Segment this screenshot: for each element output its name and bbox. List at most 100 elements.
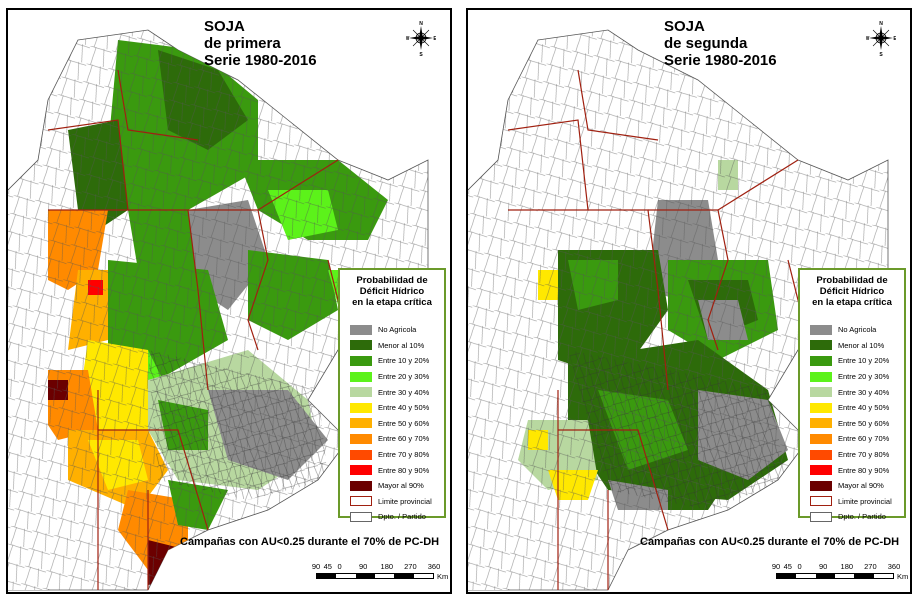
scale-tick-label: 0 <box>797 562 802 571</box>
legend-label: Entre 50 y 60% <box>378 418 430 428</box>
compass-e: E <box>433 36 436 42</box>
legend-item: Entre 60 y 70% <box>810 431 892 447</box>
title-crop: SOJA <box>204 18 245 35</box>
legend-label: Limite provincial <box>838 496 892 506</box>
map-title: SOJA de primera Serie 1980-2016 <box>204 18 317 69</box>
legend-swatch <box>350 355 372 366</box>
legend-label: No Agricola <box>838 325 877 335</box>
legend-item: Entre 20 y 30% <box>810 369 892 385</box>
compass-w: W <box>866 36 870 42</box>
compass-n: N <box>419 21 423 27</box>
scale-bar-graphic <box>776 573 894 579</box>
scale-tick-label: 270 <box>404 562 417 571</box>
legend-swatch <box>810 402 832 413</box>
legend-label: Mayor al 90% <box>838 481 884 491</box>
legend-item: Entre 30 y 40% <box>350 384 432 400</box>
scale-tick-label: 45 <box>783 562 792 571</box>
legend-label: Entre 70 y 80% <box>378 450 430 460</box>
legend-label: Entre 20 y 30% <box>378 372 430 382</box>
legend-swatch <box>810 387 832 398</box>
legend-swatch <box>810 511 832 522</box>
scale-bar: 90 45 0 90 180 270 360 Km <box>308 562 448 588</box>
legend-swatch <box>810 433 832 444</box>
scale-tick-label: 45 <box>323 562 332 571</box>
map-caption: Campañas con AU<0.25 durante el 70% de P… <box>180 536 440 548</box>
legend-swatch <box>810 465 832 476</box>
legend-items: No Agricola Menor al 10% Entre 10 y 20% Ent… <box>350 322 432 525</box>
scale-tick-label: 360 <box>887 562 901 571</box>
legend-item: Entre 20 y 30% <box>350 369 432 385</box>
legend-swatch <box>350 511 372 522</box>
legend-swatch <box>810 480 832 491</box>
legend-swatch <box>350 480 372 491</box>
scale-tick-label: 0 <box>337 562 342 571</box>
legend-item: Limite provincial <box>350 494 432 510</box>
legend-item: Entre 10 y 20% <box>350 353 432 369</box>
legend-swatch <box>810 418 832 429</box>
map-caption: Campañas con AU<0.25 durante el 70% de P… <box>640 536 900 548</box>
legend-swatch <box>350 387 372 398</box>
north-arrow-icon: N S E W <box>405 20 438 58</box>
legend-label: Entre 60 y 70% <box>378 434 430 444</box>
compass-e: E <box>893 36 896 42</box>
legend-label: Entre 50 y 60% <box>838 418 890 428</box>
title-series: Serie 1980-2016 <box>204 52 317 69</box>
legend-swatch <box>350 496 372 507</box>
legend-item: Menor al 10% <box>810 338 892 354</box>
scale-tick-label: 180 <box>380 562 394 571</box>
legend-label: Entre 20 y 30% <box>838 372 890 382</box>
legend-item: Mayor al 90% <box>810 478 892 494</box>
legend-title: Probabilidad de Déficit Hídrico en la et… <box>352 275 432 308</box>
legend-swatch <box>350 340 372 351</box>
scale-unit: Km <box>897 572 909 581</box>
legend: Probabilidad de Déficit Hídrico en la et… <box>798 268 906 522</box>
scale-tick-label: 90 <box>311 562 321 571</box>
legend-item: Entre 60 y 70% <box>350 431 432 447</box>
legend-label: Entre 60 y 70% <box>838 434 890 444</box>
legend-swatch <box>350 402 372 413</box>
scale-ticks: 90 45 0 90 180 270 360 <box>768 562 908 572</box>
legend-swatch <box>350 465 372 476</box>
title-season: de primera <box>204 35 281 52</box>
legend-label: Entre 10 y 20% <box>838 356 890 366</box>
scale-tick-label: 180 <box>840 562 854 571</box>
legend-title: Probabilidad de Déficit Hídrico en la et… <box>812 275 892 308</box>
legend-item: Entre 10 y 20% <box>810 353 892 369</box>
legend-item: Entre 80 y 90% <box>350 462 432 478</box>
legend-swatch <box>350 324 372 335</box>
legend-swatch <box>810 324 832 335</box>
compass-s: S <box>879 52 883 56</box>
compass-w: W <box>406 36 410 42</box>
scale-tick-label: 90 <box>359 562 368 571</box>
legend-swatch <box>350 433 372 444</box>
legend-swatch <box>810 340 832 351</box>
map-segunda <box>468 10 910 592</box>
legend-item: Entre 80 y 90% <box>810 462 892 478</box>
legend-item: Entre 30 y 40% <box>810 384 892 400</box>
legend-swatch <box>810 355 832 366</box>
legend-label: Dpto. / Partido <box>378 512 426 522</box>
legend-item: Entre 70 y 80% <box>350 447 432 463</box>
legend-label: Limite provincial <box>378 496 432 506</box>
north-arrow-icon: N S E W <box>865 20 898 58</box>
legend-label: Entre 80 y 90% <box>378 465 430 475</box>
legend-label: Entre 80 y 90% <box>838 465 890 475</box>
legend-label: Menor al 10% <box>838 340 885 350</box>
legend-item: Dpto. / Partido <box>350 509 432 525</box>
legend-swatch <box>810 449 832 460</box>
compass-s: S <box>419 52 423 56</box>
legend-label: Menor al 10% <box>378 340 425 350</box>
legend-item: Entre 50 y 60% <box>350 416 432 432</box>
legend-item: No Agricola <box>810 322 892 338</box>
legend-items: No Agricola Menor al 10% Entre 10 y 20% Ent… <box>810 322 892 525</box>
legend-item: Entre 50 y 60% <box>810 416 892 432</box>
map-panel-segunda: SOJA de segunda Serie 1980-2016 N S E W … <box>466 8 912 594</box>
legend-swatch <box>810 496 832 507</box>
legend-label: Entre 40 y 50% <box>838 403 890 413</box>
legend-label: Entre 70 y 80% <box>838 450 890 460</box>
legend-item: Entre 40 y 50% <box>350 400 432 416</box>
scale-tick-label: 360 <box>427 562 441 571</box>
legend-item: Menor al 10% <box>350 338 432 354</box>
scale-tick-label: 270 <box>864 562 877 571</box>
scale-tick-label: 90 <box>819 562 828 571</box>
